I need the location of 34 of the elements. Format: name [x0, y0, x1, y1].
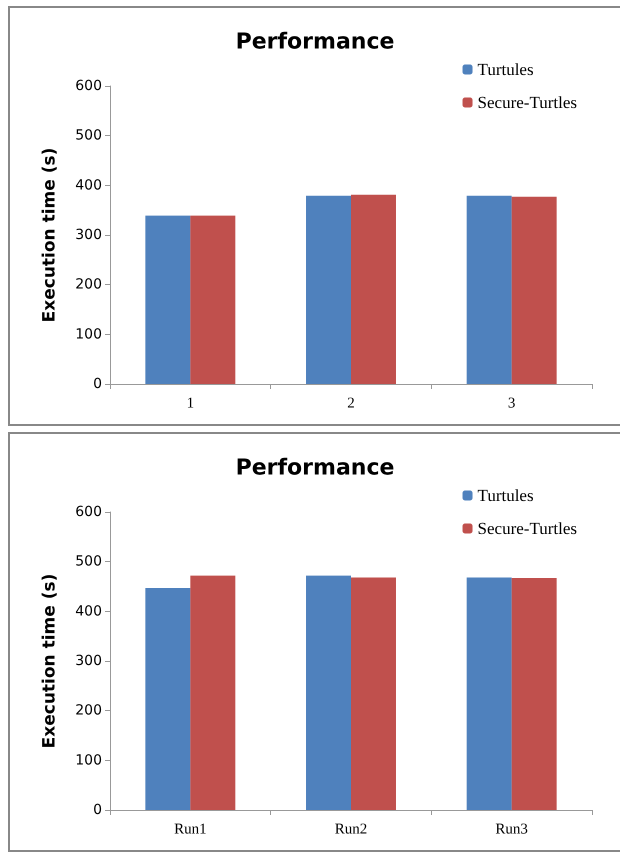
bar: [306, 196, 351, 384]
y-tick-label: 400: [75, 603, 102, 620]
legend-label: Turtules: [478, 486, 534, 505]
y-tick-label: 600: [75, 504, 102, 520]
legend-label: Turtules: [478, 60, 534, 79]
legend-label: Secure-Turtles: [478, 519, 577, 538]
y-tick-label: 0: [93, 802, 102, 818]
x-tick-label: 2: [347, 396, 355, 412]
x-tick-label: 3: [508, 396, 516, 412]
x-tick-label: 1: [186, 396, 194, 412]
y-tick-label: 200: [75, 702, 102, 719]
y-tick-label: 500: [75, 128, 102, 144]
y-tick-label: 400: [75, 177, 102, 194]
x-tick-label: Run2: [334, 822, 368, 838]
legend-label: Secure-Turtles: [478, 93, 577, 112]
chart-title: Performance: [236, 30, 394, 54]
x-tick-label: Run3: [495, 822, 528, 838]
bar: [145, 216, 190, 384]
y-tick-label: 600: [75, 78, 102, 94]
y-tick-label: 300: [75, 653, 102, 669]
y-tick-label: 500: [75, 554, 102, 570]
chart-title: Performance: [236, 456, 394, 480]
y-tick-label: 0: [93, 376, 102, 392]
y-tick-label: 100: [75, 326, 102, 342]
bar: [351, 194, 396, 384]
y-tick-label: 300: [75, 227, 102, 243]
x-tick-label: Run1: [174, 822, 207, 838]
y-tick-label: 100: [75, 752, 102, 768]
bar: [466, 196, 512, 384]
y-tick-label: 200: [75, 276, 102, 293]
bar: [512, 196, 557, 384]
bar: [190, 216, 236, 384]
y-axis-title: Execution time (s): [40, 148, 60, 322]
y-axis-title: Execution time (s): [40, 574, 60, 748]
